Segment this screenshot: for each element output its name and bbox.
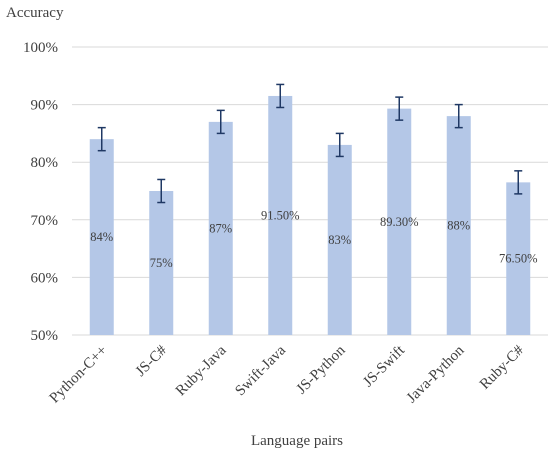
x-tick-label: JS-Python <box>294 342 349 397</box>
bars <box>89 95 531 336</box>
data-labels: 84% 75% 87% 91.50% 83% 89.30% 88% 76.50% <box>90 208 537 270</box>
x-tick-label: Ruby-Java <box>173 342 230 399</box>
y-tick-label: 60% <box>31 270 59 286</box>
bar <box>327 144 352 335</box>
data-label: 87% <box>209 221 232 235</box>
bar <box>446 116 471 336</box>
x-tick-label: Python-C++ <box>47 343 111 407</box>
x-tick-label: Java-Python <box>404 342 468 406</box>
x-tick-label: JS-C# <box>133 342 171 380</box>
data-label: 91.50% <box>261 208 300 222</box>
data-label: 88% <box>447 219 470 233</box>
y-tick-label: 50% <box>31 328 59 344</box>
x-tick-labels: Python-C++ JS-C# Ruby-Java Swift-Java JS-Pyt… <box>47 342 528 407</box>
data-label: 76.50% <box>499 252 538 266</box>
bar <box>506 182 531 335</box>
data-label: 75% <box>150 256 173 270</box>
y-tick-labels: 50% 60% 70% 80% 90% 100% <box>23 40 58 344</box>
y-tick-label: 100% <box>23 40 58 56</box>
bar <box>387 108 412 335</box>
y-tick-label: 90% <box>31 98 59 114</box>
x-tick-label: Ruby-C# <box>477 342 528 393</box>
bar <box>89 139 114 335</box>
data-label: 83% <box>328 233 351 247</box>
data-label: 84% <box>90 230 113 244</box>
x-tick-label: Swift-Java <box>232 342 289 399</box>
y-axis-title: Accuracy <box>6 5 64 21</box>
x-tick-label: JS-Swift <box>360 342 408 390</box>
bar <box>268 95 293 336</box>
bar <box>208 121 233 335</box>
error-bars <box>97 83 523 204</box>
data-label: 89.30% <box>380 215 419 229</box>
gridlines <box>72 46 548 336</box>
bar <box>149 191 174 335</box>
y-tick-label: 70% <box>31 213 59 229</box>
y-tick-label: 80% <box>31 155 59 171</box>
x-axis-title: Language pairs <box>251 433 343 449</box>
